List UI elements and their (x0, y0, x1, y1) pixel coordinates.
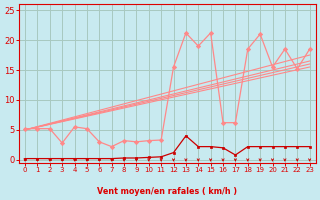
X-axis label: Vent moyen/en rafales ( km/h ): Vent moyen/en rafales ( km/h ) (97, 187, 237, 196)
